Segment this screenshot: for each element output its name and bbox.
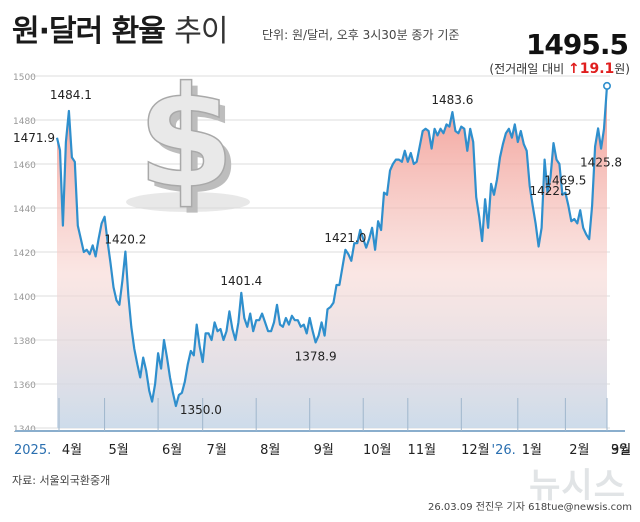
y-tick-label: 1360	[13, 381, 36, 391]
change-prefix: (전거래일 대비	[489, 62, 565, 76]
x-month-label: 4월	[62, 443, 82, 458]
y-tick-label: 1500	[13, 73, 36, 83]
data-label: 1469.5	[544, 174, 586, 188]
data-label: 1378.9	[295, 349, 337, 363]
up-arrow-icon: ↑	[567, 61, 580, 77]
data-label: 1401.4	[220, 274, 262, 288]
last-point-marker	[602, 81, 611, 90]
x-start-label: 2025.	[14, 443, 51, 458]
x-month-label: 1월	[522, 443, 542, 458]
title-main: 원·달러 환율	[12, 14, 166, 49]
svg-text:$: $	[143, 63, 240, 226]
y-tick-label: 1440	[13, 205, 36, 215]
x-month-label: 7월	[207, 443, 227, 458]
unit-note: 단위: 원/달러, 오후 3시30분 종가 기준	[262, 28, 460, 42]
x-month-label: 5월	[108, 443, 128, 458]
y-tick-label: 1420	[13, 249, 36, 259]
svg-text:$: $	[137, 57, 234, 220]
x-month-label: 10월	[363, 443, 392, 458]
watermark-logo: 뉴시스	[529, 466, 626, 506]
source-note: 자료: 서울외국환중개	[12, 474, 111, 487]
data-label: 1421.0	[324, 231, 366, 245]
x-month-label: 3월	[611, 443, 631, 458]
x-month-label: 11월	[408, 443, 437, 458]
dollar-sign-icon: $ $	[126, 56, 250, 226]
page-title: 원·달러 환율 추이	[12, 6, 229, 50]
data-label: 1471.9	[13, 131, 55, 145]
title-sub: 추이	[174, 14, 228, 49]
y-tick-label: 1380	[13, 337, 36, 347]
month-ticks	[58, 398, 608, 431]
change-suffix: 원)	[614, 62, 630, 76]
data-label: 1483.6	[431, 93, 473, 107]
last-value: 1495.5	[525, 28, 629, 61]
y-tick-label: 1480	[13, 117, 36, 127]
data-label: 1425.8	[580, 156, 622, 170]
x-month-label: 2월	[569, 443, 589, 458]
area-fill	[57, 85, 607, 429]
x-month-label: 9월	[314, 443, 334, 458]
data-label: 1420.2	[104, 233, 146, 247]
annotations: 1471.9 1484.1 1420.2 1350.0 1401.4 1378.9 1421…	[13, 0, 622, 417]
credit-note: 26.03.09 전진우 기자 618tue@newsis.com	[428, 502, 632, 513]
data-label: 1476.2	[564, 0, 606, 3]
x-month-label: 12월	[461, 443, 490, 458]
x-month-label: 6월	[162, 443, 182, 458]
series-line	[55, 85, 609, 408]
x-month-label: 8월	[260, 443, 280, 458]
data-label: 1350.0	[180, 403, 222, 417]
x-end-label: 9일	[611, 443, 631, 458]
y-tick-label: 1400	[13, 293, 36, 303]
y-tick-label: 1460	[13, 161, 36, 171]
data-label: 1484.1	[50, 88, 92, 102]
change-value: 19.1	[579, 61, 615, 77]
change-note: (전거래일 대비 ↑19.1원)	[489, 60, 630, 77]
data-label: 1422.5	[530, 184, 572, 198]
x-year-label: '26.	[492, 443, 516, 458]
y-axis-ticks: 134013601380140014201440146014801500	[13, 73, 36, 435]
